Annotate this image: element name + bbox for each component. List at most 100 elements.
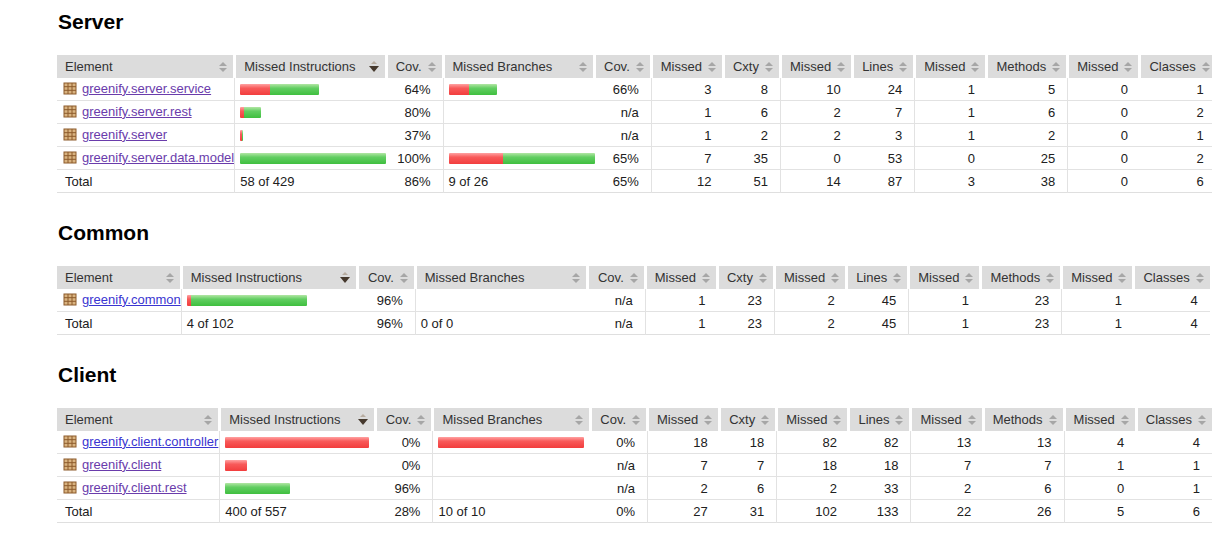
column-header-label: Missed Branches <box>425 270 525 285</box>
column-header-missed-lines[interactable]: Missed <box>774 266 846 289</box>
package-link[interactable]: greenify.common <box>82 292 181 307</box>
column-header-label: Methods <box>990 270 1040 285</box>
total-instruction-coverage-cell: 86% <box>386 170 443 193</box>
column-header-label: Cov. <box>368 270 394 285</box>
branch-coverage-bar <box>438 437 584 448</box>
column-header-cov-instructions[interactable]: Cov. <box>357 266 415 289</box>
column-header-lines[interactable]: Lines <box>853 55 915 78</box>
package-link[interactable]: greenify.server <box>82 127 167 142</box>
sort-toggle-icon <box>579 62 587 72</box>
column-header-missed-lines[interactable]: Missed <box>777 408 849 431</box>
column-header-methods[interactable]: Methods <box>987 55 1068 78</box>
column-header-missed-cxty[interactable]: Missed <box>651 55 723 78</box>
package-link[interactable]: greenify.server.rest <box>82 104 192 119</box>
branch-coverage-cell: n/a <box>595 101 652 124</box>
column-header-lines[interactable]: Lines <box>847 266 909 289</box>
sort-toggle-icon <box>1121 415 1129 425</box>
column-header-cxty[interactable]: Cxty <box>723 55 780 78</box>
column-header-missed-methods[interactable]: Missed <box>909 266 981 289</box>
column-header-cov-branches[interactable]: Cov. <box>587 266 645 289</box>
missed-cell: 0 <box>915 147 987 170</box>
missed-cell: 82 <box>777 431 849 454</box>
column-header-missed-instructions[interactable]: Missed Instructions <box>181 266 357 289</box>
methods-cell: 5 <box>987 78 1068 101</box>
column-header-cov-instructions[interactable]: Cov. <box>386 55 443 78</box>
sort-toggle-icon <box>1049 415 1057 425</box>
column-header-cxty[interactable]: Cxty <box>717 266 774 289</box>
bar-green-segment <box>469 84 497 95</box>
column-header-cxty[interactable]: Cxty <box>720 408 777 431</box>
column-header-missed-methods[interactable]: Missed <box>915 55 987 78</box>
column-header-element[interactable]: Element <box>57 55 235 78</box>
sort-desc-icon <box>369 61 379 72</box>
missed-cell: 10 <box>780 78 852 101</box>
instruction-coverage-bar <box>240 153 386 164</box>
total-instruction-coverage-cell: 28% <box>376 500 433 523</box>
lines-cell: 87 <box>853 170 915 193</box>
column-header-lines[interactable]: Lines <box>849 408 911 431</box>
missed-instructions-bar-cell <box>235 101 387 124</box>
column-header-cov-instructions[interactable]: Cov. <box>376 408 433 431</box>
package-link[interactable]: greenify.server.service <box>82 81 211 96</box>
missed-cell: 1 <box>645 289 717 312</box>
column-header-missed-branches[interactable]: Missed Branches <box>415 266 587 289</box>
missed-cell: 0 <box>1068 170 1140 193</box>
column-header-missed-instructions[interactable]: Missed Instructions <box>220 408 376 431</box>
total-label-cell: Total <box>57 500 220 523</box>
package-link[interactable]: greenify.client <box>82 457 161 472</box>
column-header-classes[interactable]: Classes <box>1136 408 1212 431</box>
missed-cell: 2 <box>774 289 846 312</box>
column-header-missed-classes[interactable]: Missed <box>1068 55 1140 78</box>
bar-green-segment <box>225 483 290 494</box>
sort-toggle-icon <box>1198 415 1206 425</box>
column-header-cov-branches[interactable]: Cov. <box>590 408 647 431</box>
instruction-coverage-cell: 96% <box>376 477 433 500</box>
column-header-missed-cxty[interactable]: Missed <box>645 266 717 289</box>
missed-cell: 2 <box>911 477 983 500</box>
column-header-methods[interactable]: Methods <box>983 408 1064 431</box>
column-header-element[interactable]: Element <box>57 266 181 289</box>
column-header-missed-instructions[interactable]: Missed Instructions <box>235 55 387 78</box>
branch-coverage-cell: 65% <box>595 147 652 170</box>
classes-cell: 1 <box>1136 454 1212 477</box>
missed-cell: 1 <box>909 312 981 335</box>
column-header-classes[interactable]: Classes <box>1134 266 1210 289</box>
column-header-missed-methods[interactable]: Missed <box>911 408 983 431</box>
column-header-missed-branches[interactable]: Missed Branches <box>443 55 595 78</box>
column-header-label: Missed Instructions <box>191 270 302 285</box>
missed-cell: 0 <box>780 147 852 170</box>
column-header-label: Methods <box>996 59 1046 74</box>
instruction-coverage-cell: 37% <box>386 124 443 147</box>
column-header-cov-branches[interactable]: Cov. <box>595 55 652 78</box>
column-header-missed-lines[interactable]: Missed <box>780 55 852 78</box>
package-link[interactable]: greenify.client.rest <box>82 480 187 495</box>
cxty-cell: 31 <box>720 500 777 523</box>
package-link[interactable]: greenify.server.data.model <box>82 150 234 165</box>
column-header-missed-classes[interactable]: Missed <box>1064 408 1136 431</box>
column-header-element[interactable]: Element <box>57 408 220 431</box>
column-header-label: Element <box>65 270 113 285</box>
column-header-missed-classes[interactable]: Missed <box>1062 266 1134 289</box>
classes-cell: 6 <box>1136 500 1212 523</box>
missed-cell: 2 <box>774 312 846 335</box>
missed-cell: 4 <box>1064 431 1136 454</box>
missed-cell: 0 <box>1064 477 1136 500</box>
classes-cell: 2 <box>1140 101 1212 124</box>
column-header-classes[interactable]: Classes <box>1140 55 1212 78</box>
column-header-missed-cxty[interactable]: Missed <box>648 408 720 431</box>
element-cell: greenify.server.rest <box>57 101 235 124</box>
missed-cell: 14 <box>780 170 852 193</box>
instruction-coverage-bar <box>240 130 243 141</box>
package-link[interactable]: greenify.client.controller <box>82 434 218 449</box>
total-instructions-cell: 4 of 102 <box>181 312 357 335</box>
missed-cell: 1 <box>1064 454 1136 477</box>
sort-toggle-icon <box>1118 273 1126 283</box>
coverage-report-page: ServerElementMissed InstructionsCov.Miss… <box>0 0 1212 523</box>
column-header-label: Lines <box>856 270 887 285</box>
total-instruction-coverage-cell: 96% <box>357 312 415 335</box>
column-header-missed-branches[interactable]: Missed Branches <box>433 408 590 431</box>
methods-cell: 2 <box>987 124 1068 147</box>
branch-coverage-cell: n/a <box>587 289 645 312</box>
total-instructions-cell: 58 of 429 <box>235 170 387 193</box>
column-header-methods[interactable]: Methods <box>981 266 1062 289</box>
